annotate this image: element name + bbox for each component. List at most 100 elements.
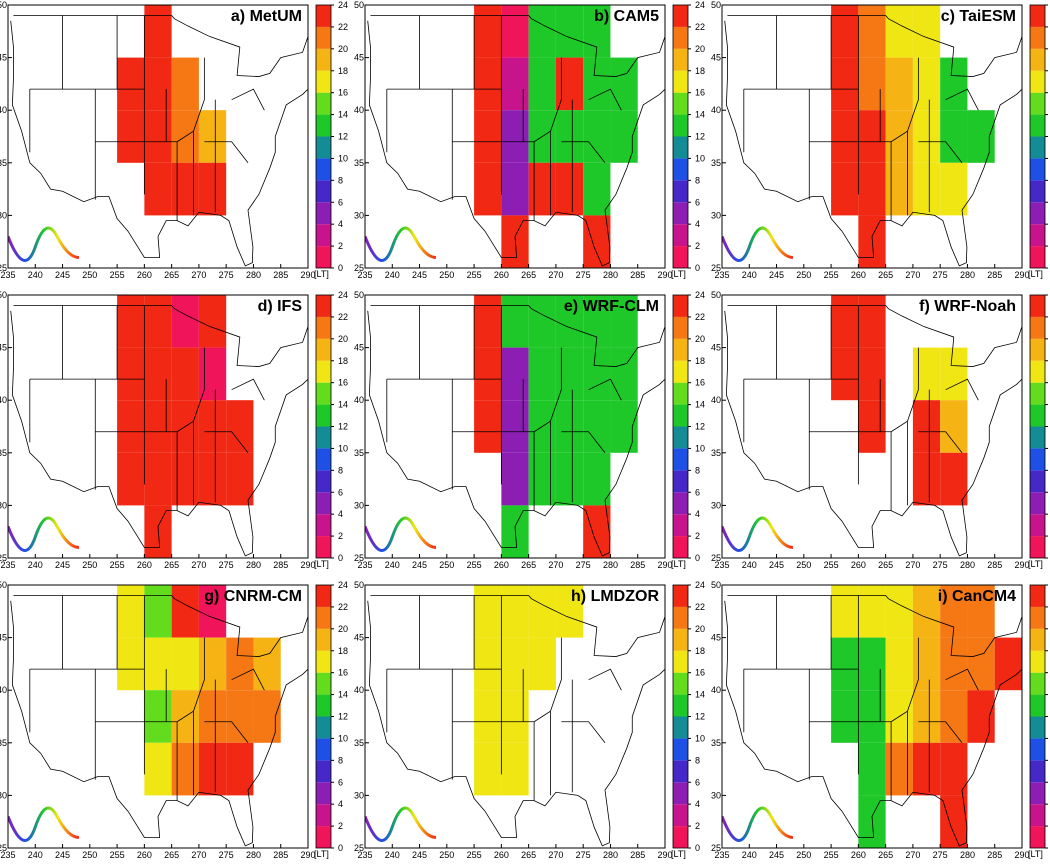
x-tick-label: 245 xyxy=(769,560,784,570)
x-tick-label: 280 xyxy=(246,270,261,280)
colorbar-bin xyxy=(316,716,331,739)
colorbar-bin xyxy=(673,804,688,827)
colorbar-bin xyxy=(673,606,688,629)
grid-cell xyxy=(474,5,502,58)
colorbar-bin xyxy=(316,114,331,137)
x-tick-label: 275 xyxy=(219,850,234,860)
grid-cell xyxy=(198,295,227,348)
colorbar-label: 10 xyxy=(338,733,348,743)
colorbar-bin xyxy=(673,224,688,247)
x-tick-label: 290 xyxy=(1014,850,1029,860)
grid-cell xyxy=(912,400,941,453)
grid-cell xyxy=(583,347,611,401)
grid-cell xyxy=(528,637,556,691)
x-tick-label: 260 xyxy=(137,850,152,860)
x-tick-label: 265 xyxy=(164,270,179,280)
x-tick-label: 285 xyxy=(987,850,1002,860)
y-tick-label: 45 xyxy=(354,343,364,353)
x-tick-label: 265 xyxy=(521,560,536,570)
x-tick-label: 255 xyxy=(824,560,839,570)
grid-cell xyxy=(912,57,941,111)
colorbar-bin xyxy=(316,202,331,225)
x-tick-label: 250 xyxy=(82,270,97,280)
colorbar-bin xyxy=(673,114,688,137)
grid-cell xyxy=(912,110,941,163)
colorbar-label: 4 xyxy=(695,509,700,519)
x-tick-label: 245 xyxy=(55,850,70,860)
colorbar-bin xyxy=(673,426,688,449)
grid-cell xyxy=(198,110,227,163)
colorbar-bin xyxy=(1030,826,1045,848)
colorbar-label: 6 xyxy=(338,197,343,207)
colorbar-label: 12 xyxy=(695,132,705,142)
x-tick-label: 270 xyxy=(191,270,206,280)
grid-cell xyxy=(885,162,913,216)
grid-cell xyxy=(858,795,886,848)
colorbar-label: 18 xyxy=(338,356,348,366)
grid-cell xyxy=(583,162,611,216)
y-tick-label: 30 xyxy=(354,500,364,510)
colorbar-bin xyxy=(1030,5,1045,27)
grid-cell xyxy=(144,742,172,796)
colorbar-bin xyxy=(673,470,688,493)
y-tick-label: 35 xyxy=(354,158,364,168)
plot-frame xyxy=(721,294,1023,559)
grid-cell xyxy=(501,400,529,453)
grid-cell xyxy=(171,742,199,796)
colorbar-unit: [LT] xyxy=(1028,849,1043,859)
grid-cell xyxy=(501,295,529,348)
x-tick-label: 265 xyxy=(878,270,893,280)
grid-cell xyxy=(474,57,502,111)
grid-cell xyxy=(474,295,502,348)
grid-cell xyxy=(198,585,227,638)
colorbar-bin xyxy=(673,536,688,558)
grid-cell xyxy=(940,162,968,216)
x-tick-label: 255 xyxy=(110,560,125,570)
panel-title: f) WRF-Noah xyxy=(919,298,1016,315)
grid-cell xyxy=(885,57,913,111)
grid-cell xyxy=(610,347,638,401)
colorbar-label: 2 xyxy=(695,241,700,251)
x-tick-label: 245 xyxy=(412,850,427,860)
colorbar-label: 16 xyxy=(695,378,705,388)
y-tick-label: 25 xyxy=(711,843,721,853)
colorbar-bin xyxy=(316,672,331,695)
colorbar-label: 22 xyxy=(338,602,348,612)
grid-cell xyxy=(831,690,859,743)
grid-cell xyxy=(144,57,172,111)
colorbar-unit: [LT] xyxy=(314,269,329,279)
colorbar-label: 16 xyxy=(338,88,348,98)
colorbar-label: 18 xyxy=(338,646,348,656)
colorbar-label: 14 xyxy=(338,690,348,700)
grid-cell xyxy=(610,295,638,348)
y-tick-label: 35 xyxy=(0,158,7,168)
colorbar-label: 4 xyxy=(338,509,343,519)
x-tick-label: 235 xyxy=(0,270,15,280)
colorbar-bin xyxy=(673,26,688,49)
y-tick-label: 45 xyxy=(0,53,7,63)
x-tick-label: 290 xyxy=(657,560,672,570)
x-tick-label: 285 xyxy=(987,560,1002,570)
x-tick-label: 270 xyxy=(905,560,920,570)
grid-cell xyxy=(144,295,172,348)
grid-cell xyxy=(831,5,859,58)
grid-cell xyxy=(583,57,611,111)
y-tick-label: 45 xyxy=(354,53,364,63)
colorbar-bin xyxy=(673,826,688,848)
grid-cell xyxy=(528,5,556,58)
colorbar-bin xyxy=(1030,585,1045,607)
x-tick-label: 275 xyxy=(219,270,234,280)
colorbar-bin xyxy=(673,202,688,225)
x-tick-label: 255 xyxy=(110,270,125,280)
grid-cell xyxy=(226,742,254,796)
colorbar-bin xyxy=(316,606,331,629)
x-tick-label: 255 xyxy=(467,270,482,280)
grid-cell xyxy=(226,452,254,506)
x-tick-label: 250 xyxy=(796,850,811,860)
colorbar-label: 6 xyxy=(338,487,343,497)
colorbar-label: 8 xyxy=(695,465,700,475)
grid-cell xyxy=(858,215,886,268)
x-tick-label: 235 xyxy=(0,560,15,570)
colorbar-bin xyxy=(673,738,688,761)
